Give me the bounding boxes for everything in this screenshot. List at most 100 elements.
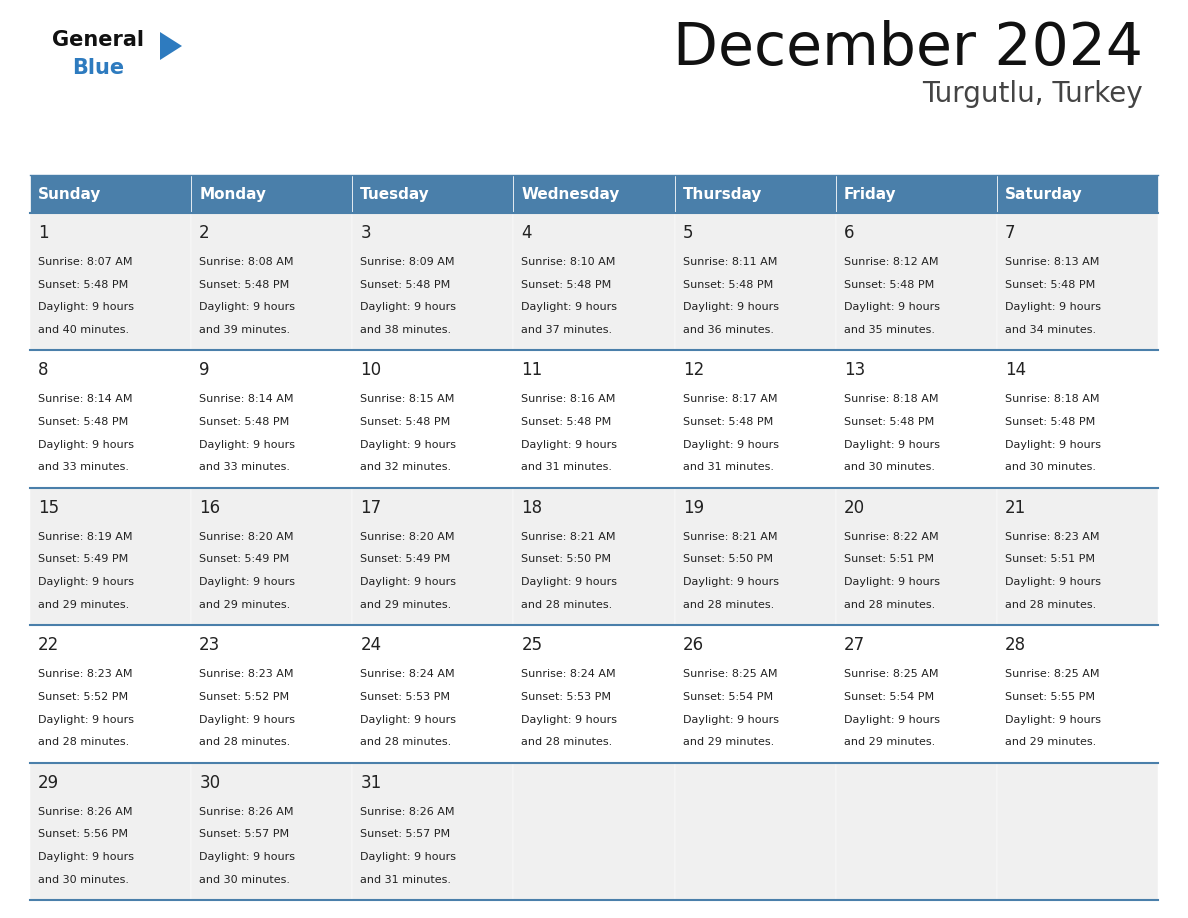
Text: Sunday: Sunday	[38, 186, 101, 201]
Bar	[997, 175, 1158, 213]
Text: Sunrise: 8:14 AM: Sunrise: 8:14 AM	[38, 395, 133, 404]
Text: General: General	[52, 30, 144, 50]
Text: Sunrise: 8:25 AM: Sunrise: 8:25 AM	[1005, 669, 1099, 679]
Text: 22: 22	[38, 636, 59, 655]
Text: 30: 30	[200, 774, 220, 791]
Bar	[835, 763, 997, 900]
Text: 10: 10	[360, 362, 381, 379]
Text: Sunset: 5:48 PM: Sunset: 5:48 PM	[38, 417, 128, 427]
Text: Sunset: 5:48 PM: Sunset: 5:48 PM	[1005, 417, 1095, 427]
Bar	[513, 763, 675, 900]
Bar	[835, 351, 997, 487]
Text: Sunrise: 8:25 AM: Sunrise: 8:25 AM	[843, 669, 939, 679]
Bar	[513, 351, 675, 487]
Text: and 39 minutes.: and 39 minutes.	[200, 325, 290, 335]
Text: 28: 28	[1005, 636, 1026, 655]
Text: Daylight: 9 hours: Daylight: 9 hours	[1005, 577, 1101, 588]
Text: Sunrise: 8:21 AM: Sunrise: 8:21 AM	[683, 532, 777, 542]
Text: Daylight: 9 hours: Daylight: 9 hours	[843, 440, 940, 450]
Text: Sunset: 5:48 PM: Sunset: 5:48 PM	[38, 280, 128, 290]
Text: Sunrise: 8:23 AM: Sunrise: 8:23 AM	[38, 669, 133, 679]
Text: Sunrise: 8:21 AM: Sunrise: 8:21 AM	[522, 532, 617, 542]
Text: Sunrise: 8:26 AM: Sunrise: 8:26 AM	[200, 807, 293, 817]
Text: Daylight: 9 hours: Daylight: 9 hours	[843, 714, 940, 724]
Bar	[191, 213, 353, 351]
Text: Sunrise: 8:13 AM: Sunrise: 8:13 AM	[1005, 257, 1099, 267]
Text: Sunset: 5:48 PM: Sunset: 5:48 PM	[360, 280, 450, 290]
Text: Daylight: 9 hours: Daylight: 9 hours	[683, 714, 778, 724]
Bar	[997, 351, 1158, 487]
Text: 25: 25	[522, 636, 543, 655]
Text: Sunset: 5:55 PM: Sunset: 5:55 PM	[1005, 692, 1095, 702]
Text: Sunset: 5:48 PM: Sunset: 5:48 PM	[522, 417, 612, 427]
Text: Monday: Monday	[200, 186, 266, 201]
Text: Sunrise: 8:15 AM: Sunrise: 8:15 AM	[360, 395, 455, 404]
Text: Sunrise: 8:18 AM: Sunrise: 8:18 AM	[1005, 395, 1099, 404]
Text: and 34 minutes.: and 34 minutes.	[1005, 325, 1097, 335]
Text: Sunset: 5:48 PM: Sunset: 5:48 PM	[1005, 280, 1095, 290]
Text: 19: 19	[683, 498, 703, 517]
Bar	[191, 487, 353, 625]
Text: Sunset: 5:53 PM: Sunset: 5:53 PM	[522, 692, 612, 702]
Text: Sunrise: 8:07 AM: Sunrise: 8:07 AM	[38, 257, 133, 267]
Text: Daylight: 9 hours: Daylight: 9 hours	[843, 577, 940, 588]
Text: Sunrise: 8:26 AM: Sunrise: 8:26 AM	[360, 807, 455, 817]
Bar	[353, 175, 513, 213]
Text: Sunrise: 8:24 AM: Sunrise: 8:24 AM	[522, 669, 617, 679]
Bar	[353, 487, 513, 625]
Text: 14: 14	[1005, 362, 1026, 379]
Text: Sunset: 5:52 PM: Sunset: 5:52 PM	[200, 692, 290, 702]
Text: and 28 minutes.: and 28 minutes.	[38, 737, 129, 747]
Text: 24: 24	[360, 636, 381, 655]
Text: Sunrise: 8:25 AM: Sunrise: 8:25 AM	[683, 669, 777, 679]
Text: Wednesday: Wednesday	[522, 186, 620, 201]
Text: Sunset: 5:50 PM: Sunset: 5:50 PM	[683, 554, 772, 565]
Text: Sunrise: 8:20 AM: Sunrise: 8:20 AM	[360, 532, 455, 542]
Bar	[353, 625, 513, 763]
Text: and 28 minutes.: and 28 minutes.	[360, 737, 451, 747]
Text: and 29 minutes.: and 29 minutes.	[843, 737, 935, 747]
Text: and 29 minutes.: and 29 minutes.	[1005, 737, 1097, 747]
Text: 9: 9	[200, 362, 210, 379]
Text: and 33 minutes.: and 33 minutes.	[200, 463, 290, 473]
Text: Daylight: 9 hours: Daylight: 9 hours	[360, 852, 456, 862]
Text: Sunrise: 8:22 AM: Sunrise: 8:22 AM	[843, 532, 939, 542]
Text: 29: 29	[38, 774, 59, 791]
Text: Daylight: 9 hours: Daylight: 9 hours	[200, 852, 295, 862]
Bar	[997, 213, 1158, 351]
Text: 20: 20	[843, 498, 865, 517]
Text: 2: 2	[200, 224, 210, 242]
Bar	[353, 213, 513, 351]
Text: Sunrise: 8:09 AM: Sunrise: 8:09 AM	[360, 257, 455, 267]
Text: 1: 1	[38, 224, 49, 242]
Text: and 29 minutes.: and 29 minutes.	[38, 599, 129, 610]
Text: Daylight: 9 hours: Daylight: 9 hours	[200, 302, 295, 312]
Text: Sunset: 5:49 PM: Sunset: 5:49 PM	[38, 554, 128, 565]
Text: 11: 11	[522, 362, 543, 379]
Bar	[675, 351, 835, 487]
Text: Saturday: Saturday	[1005, 186, 1082, 201]
Text: Blue: Blue	[72, 58, 124, 78]
Text: December 2024: December 2024	[672, 20, 1143, 77]
Text: 7: 7	[1005, 224, 1016, 242]
Text: and 28 minutes.: and 28 minutes.	[843, 599, 935, 610]
Bar	[675, 213, 835, 351]
Text: and 38 minutes.: and 38 minutes.	[360, 325, 451, 335]
Text: 21: 21	[1005, 498, 1026, 517]
Text: Daylight: 9 hours: Daylight: 9 hours	[38, 440, 134, 450]
Text: 6: 6	[843, 224, 854, 242]
Text: Daylight: 9 hours: Daylight: 9 hours	[360, 302, 456, 312]
Text: 26: 26	[683, 636, 703, 655]
Text: and 31 minutes.: and 31 minutes.	[683, 463, 773, 473]
Bar	[675, 487, 835, 625]
Text: 5: 5	[683, 224, 693, 242]
Text: Sunrise: 8:16 AM: Sunrise: 8:16 AM	[522, 395, 615, 404]
Text: and 29 minutes.: and 29 minutes.	[683, 737, 773, 747]
Text: Daylight: 9 hours: Daylight: 9 hours	[522, 440, 618, 450]
Text: and 30 minutes.: and 30 minutes.	[38, 875, 129, 885]
Text: Daylight: 9 hours: Daylight: 9 hours	[38, 714, 134, 724]
Text: 23: 23	[200, 636, 221, 655]
Text: 12: 12	[683, 362, 703, 379]
Bar	[675, 175, 835, 213]
Text: Sunrise: 8:23 AM: Sunrise: 8:23 AM	[1005, 532, 1099, 542]
